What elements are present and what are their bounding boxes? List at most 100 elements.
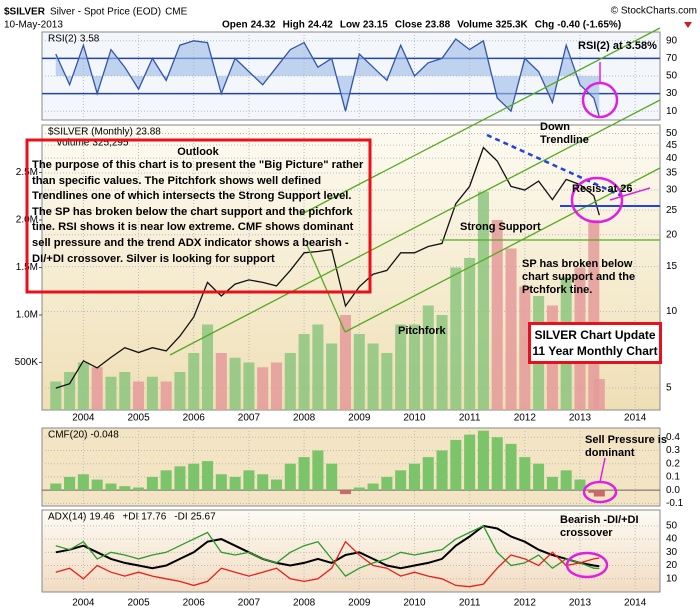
x-tick-label: 2013 <box>569 598 592 609</box>
y-tick-label: 50 <box>666 71 678 82</box>
cmf-bar <box>436 450 448 491</box>
volume-bar <box>505 248 517 410</box>
copyright: © StockCharts.com <box>611 6 697 17</box>
annotation: SILVER Chart Update 11 Year Monthly Char… <box>528 322 662 364</box>
quote-label: Chg <box>535 20 554 31</box>
rsi-area <box>55 39 600 117</box>
volume-bar <box>270 362 283 410</box>
annotation: The purpose of this chart is to present … <box>32 159 364 265</box>
down-arrow <box>684 22 692 28</box>
cmf-bar <box>464 434 476 491</box>
cmf-bar <box>284 463 296 491</box>
cmf-bar <box>64 476 76 491</box>
volume-bar <box>188 353 200 410</box>
y-tick-label: 10 <box>666 106 678 117</box>
y-tick-label: 0.2 <box>666 458 680 469</box>
annotation: Bearish -DI/+DI crossover <box>560 514 639 539</box>
legend-value: 3.58 <box>80 34 100 45</box>
quote-value: -0.40 (-1.65%) <box>557 20 621 31</box>
x-tick-label: 2006 <box>183 413 206 424</box>
y-tick-label: 10 <box>666 306 678 317</box>
cmf-bar <box>174 466 186 491</box>
cmf-bar <box>574 479 586 491</box>
volume-bar <box>146 376 158 410</box>
pitchfork-tine <box>344 167 661 333</box>
volume-bar <box>257 367 269 410</box>
x-tick-label: 2012 <box>514 598 537 609</box>
cmf-bar <box>146 476 158 491</box>
quote-value: 24.42 <box>308 20 333 31</box>
y-tick-label: 70 <box>666 53 678 64</box>
quote-value: 325.3K <box>496 20 529 31</box>
y2-tick-label: 1.0M <box>16 310 38 321</box>
cmf-bar <box>533 463 545 491</box>
volume-bar <box>284 353 296 410</box>
y-tick-label: -0.1 <box>666 498 684 509</box>
volume-bar <box>298 334 310 410</box>
quote-label: Close <box>395 20 423 31</box>
cmf-bar <box>105 483 117 491</box>
quote-value: 23.88 <box>425 20 450 31</box>
volume-bar <box>339 315 351 410</box>
x-tick-label: 2004 <box>72 598 95 609</box>
pitchfork-handle <box>306 244 346 333</box>
cmf-bar <box>339 490 351 495</box>
legend-name: -DI <box>174 512 187 523</box>
y-tick-label: 30 <box>666 185 678 196</box>
volume-bar <box>119 372 131 410</box>
cmf-bar <box>257 474 269 491</box>
down-trendline <box>486 133 623 198</box>
x-tick-label: 2007 <box>238 598 261 609</box>
cmf-bar <box>546 476 558 491</box>
exchange: CME <box>165 7 188 18</box>
cmf-bar <box>188 463 200 491</box>
cmf-bar <box>312 450 324 491</box>
volume-bar <box>202 324 214 410</box>
volume-bar <box>105 376 117 410</box>
volume-bar <box>436 315 448 410</box>
cmf-bar <box>491 437 503 491</box>
y-tick-label: 5 <box>666 383 672 394</box>
cmf-bar <box>229 476 241 491</box>
series-line <box>55 38 600 117</box>
y-tick-label: 30 <box>666 88 678 99</box>
volume-bar <box>422 305 434 410</box>
pitchfork-tine <box>299 27 661 216</box>
x-tick-label: 2014 <box>624 598 647 609</box>
x-tick-label: 2004 <box>72 413 95 424</box>
y-tick-label: 40 <box>666 534 678 545</box>
volume-bar <box>215 353 227 410</box>
volume-bar <box>593 379 605 410</box>
volume-bar <box>174 372 186 410</box>
x-tick-label: 2006 <box>183 598 206 609</box>
x-tick-label: 2011 <box>459 413 481 424</box>
volume-bar <box>408 324 420 410</box>
y-tick-label: 15 <box>666 261 678 272</box>
y-tick-label: 25 <box>666 205 678 216</box>
cmf-bar <box>298 457 310 491</box>
legend-name: +DI <box>122 512 138 523</box>
cmf-bar <box>395 470 407 491</box>
cmf-bar <box>353 487 365 491</box>
overlay-lines <box>25 27 661 579</box>
quote-label: Low <box>340 20 360 31</box>
annotation: Outlook <box>177 146 219 158</box>
volume-bar <box>50 381 62 410</box>
x-tick-label: 2013 <box>569 413 592 424</box>
volume-bar <box>464 258 476 410</box>
annotation: SP has broken below chart support and th… <box>522 258 636 296</box>
cmf-bar <box>326 463 338 491</box>
quote-label: Volume <box>457 20 493 31</box>
cmf-bar <box>477 430 489 491</box>
y-tick-label: 30 <box>666 547 678 558</box>
y2-tick-label: 500K <box>15 357 39 368</box>
volume-bar <box>477 191 489 410</box>
annotation: Resis. at 26 <box>572 183 633 195</box>
x-tick-label: 2009 <box>348 413 371 424</box>
y-tick-label: 50 <box>666 521 678 532</box>
legend-name: Volume <box>56 138 90 149</box>
y-tick-label: 0.4 <box>666 432 680 443</box>
series-line <box>55 524 600 570</box>
pointer <box>609 187 651 201</box>
